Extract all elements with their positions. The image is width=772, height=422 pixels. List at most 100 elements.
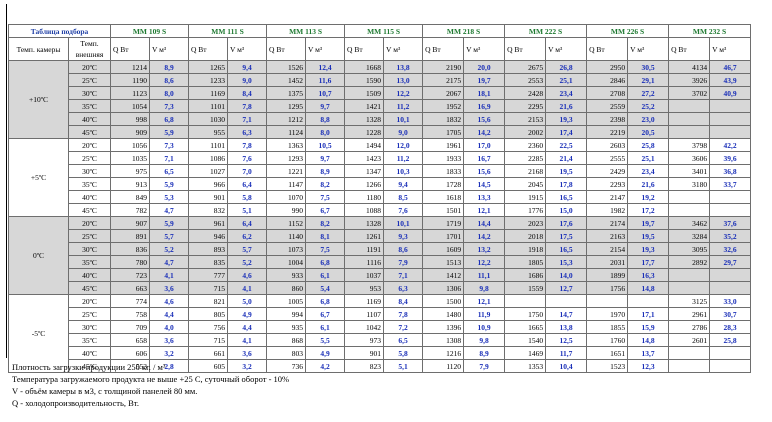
capacity-cell: 868 [266, 333, 307, 347]
capacity-cell: 1124 [266, 125, 307, 139]
volume-cell: 25,2 [627, 99, 670, 113]
volume-cell: 18,1 [463, 86, 506, 100]
volume-cell: 8,9 [463, 346, 506, 360]
capacity-cell: 2603 [586, 138, 629, 152]
capacity-cell [668, 190, 711, 204]
capacity-cell: 1501 [422, 203, 465, 217]
capacity-cell: 823 [344, 359, 385, 373]
table-row: 35ºC 658 3,6 715 4,1 868 5,5 973 6,5 1308 9,8 1540 1… [9, 333, 752, 347]
outside-temp-cell: 25ºC [67, 307, 112, 321]
capacity-cell: 1212 [266, 112, 307, 126]
capacity-cell: 1500 [422, 294, 465, 308]
volume-cell: 9,3 [383, 229, 424, 243]
capacity-cell: 1180 [344, 190, 385, 204]
capacity-cell [668, 281, 711, 295]
volume-cell: 7,5 [305, 242, 346, 256]
capacity-cell: 961 [188, 216, 229, 230]
outside-temp-cell: 25ºC [67, 151, 112, 165]
capacity-cell: 3606 [668, 151, 711, 165]
volume-cell [709, 99, 752, 113]
outside-temp-cell: 35ºC [67, 177, 112, 191]
capacity-cell: 3284 [668, 229, 711, 243]
capacity-cell: 1228 [344, 125, 385, 139]
volume-cell: 9,4 [227, 60, 268, 74]
table-row: 0ºC 20ºC 907 5,9 961 6,4 1152 8,2 1328 10,1 1719 14… [8, 216, 752, 295]
capacity-cell: 913 [110, 177, 151, 191]
volume-cell: 3,6 [149, 281, 190, 295]
volume-cell: 46,7 [709, 60, 752, 74]
volume-cell: 17,6 [545, 216, 588, 230]
volume-cell: 8,4 [227, 86, 268, 100]
outside-temp-cell: 20ºC [67, 60, 112, 74]
capacity-cell: 1855 [586, 320, 629, 334]
volume-cell: 10,4 [545, 359, 588, 373]
volume-cell: 10,5 [305, 138, 346, 152]
outside-temp-cell: 40ºC [67, 346, 112, 360]
volume-cell: 7,0 [227, 164, 268, 178]
capacity-cell: 2175 [422, 73, 465, 87]
capacity-cell [668, 112, 711, 126]
outside-temp-header: Темп. внешняя [67, 37, 112, 61]
volume-cell: 6,4 [227, 177, 268, 191]
volume-cell: 7,8 [227, 138, 268, 152]
table-row: 25ºC 1190 8,6 1233 9,0 1452 11,6 1590 13,0 2175 19… [9, 73, 752, 87]
capacity-cell: 1513 [422, 255, 465, 269]
capacity-cell: 1328 [344, 112, 385, 126]
volume-cell: 9,7 [305, 151, 346, 165]
volume-cell: 7,1 [149, 151, 190, 165]
capacity-cell: 2295 [504, 99, 547, 113]
capacity-cell: 1265 [188, 60, 229, 74]
capacity-cell: 1832 [422, 112, 465, 126]
model-header: MM 111 S [188, 24, 268, 38]
volume-cell: 9,0 [227, 73, 268, 87]
capacity-cell: 1328 [344, 216, 385, 230]
volume-cell: 11,9 [463, 307, 506, 321]
capacity-cell: 2846 [586, 73, 629, 87]
capacity-cell: 1952 [422, 99, 465, 113]
capacity-cell: 2067 [422, 86, 465, 100]
volume-cell: 35,2 [709, 229, 752, 243]
capacity-cell: 709 [110, 320, 151, 334]
capacity-cell: 756 [188, 320, 229, 334]
volume-cell: 6,7 [305, 203, 346, 217]
table-row: 45ºC 782 4,7 832 5,1 990 6,7 1088 7,6 1501 12,1 177… [9, 203, 752, 217]
q-header: Q Вт [266, 37, 307, 61]
volume-cell: 5,1 [383, 359, 424, 373]
capacity-cell: 2285 [504, 151, 547, 165]
capacity-cell: 849 [110, 190, 151, 204]
capacity-cell: 758 [110, 307, 151, 321]
volume-cell: 5,7 [227, 242, 268, 256]
volume-cell: 5,7 [149, 229, 190, 243]
outside-temp-cell: 40ºC [67, 268, 112, 282]
volume-cell: 10,9 [463, 320, 506, 334]
capacity-cell: 2002 [504, 125, 547, 139]
volume-cell: 4,1 [227, 333, 268, 347]
capacity-cell: 1233 [188, 73, 229, 87]
capacity-cell: 1469 [504, 346, 547, 360]
capacity-cell: 2153 [504, 112, 547, 126]
model-header: MM 113 S [266, 24, 346, 38]
capacity-cell: 901 [188, 190, 229, 204]
capacity-cell: 2950 [586, 60, 629, 74]
volume-cell: 5,8 [227, 190, 268, 204]
volume-cell: 3,6 [149, 333, 190, 347]
volume-cell: 5,2 [227, 255, 268, 269]
capacity-cell: 1101 [188, 138, 229, 152]
volume-cell: 7,3 [149, 99, 190, 113]
volume-cell: 15,9 [627, 320, 670, 334]
v-header: V м³ [545, 37, 588, 61]
outside-temp-cell: 20ºC [67, 138, 112, 152]
capacity-cell: 1970 [586, 307, 629, 321]
outside-temp-cell: 20ºC [67, 216, 112, 230]
capacity-cell: 2961 [668, 307, 711, 321]
capacity-cell: 1295 [266, 99, 307, 113]
capacity-cell: 1526 [266, 60, 307, 74]
volume-cell: 8,6 [149, 73, 190, 87]
volume-cell: 10,1 [383, 216, 424, 230]
capacity-cell: 1396 [422, 320, 465, 334]
capacity-cell: 2708 [586, 86, 629, 100]
volume-cell: 14,7 [545, 307, 588, 321]
volume-cell: 14,2 [463, 125, 506, 139]
q-header: Q Вт [586, 37, 629, 61]
volume-cell: 6,1 [305, 320, 346, 334]
